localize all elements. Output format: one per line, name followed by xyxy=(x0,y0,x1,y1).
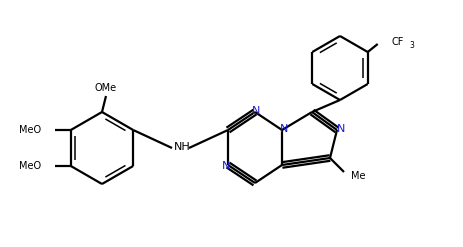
Text: OMe: OMe xyxy=(95,83,117,93)
Text: 3: 3 xyxy=(410,41,414,50)
Text: MeO: MeO xyxy=(19,125,41,135)
Text: CF: CF xyxy=(392,37,404,47)
Text: N: N xyxy=(222,161,230,171)
Text: Me: Me xyxy=(351,171,365,181)
Text: MeO: MeO xyxy=(19,161,41,171)
Text: NH: NH xyxy=(174,142,190,152)
Text: N: N xyxy=(337,124,345,134)
Text: N: N xyxy=(252,106,260,116)
Text: N: N xyxy=(280,124,288,134)
